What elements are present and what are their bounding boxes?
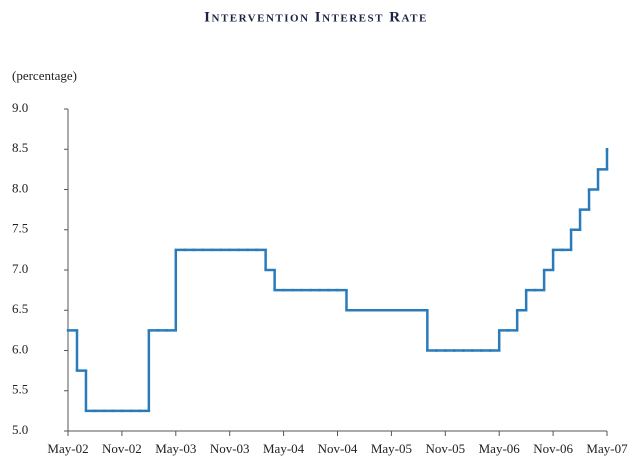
y-tick-label: 9.0 — [12, 100, 28, 115]
x-tick-label: May-05 — [371, 441, 412, 456]
y-tick-label: 7.5 — [12, 221, 28, 236]
y-tick-label: 8.0 — [12, 180, 28, 195]
y-tick-label: 6.5 — [12, 301, 28, 316]
x-tick-label: Nov-06 — [533, 441, 573, 456]
x-tick-label: Nov-04 — [318, 441, 358, 456]
y-tick-label: 7.0 — [12, 261, 28, 276]
x-tick-label: May-04 — [263, 441, 305, 456]
chart-title: Intervention Interest Rate — [204, 9, 428, 25]
y-tick-label: 5.0 — [12, 422, 28, 437]
y-tick-label: 5.5 — [12, 382, 28, 397]
y-tick-label: 8.5 — [12, 140, 28, 155]
x-tick-label: Nov-02 — [102, 441, 142, 456]
x-tick-label: May-02 — [47, 441, 88, 456]
x-tick-label: Nov-05 — [425, 441, 465, 456]
y-axis-label: (percentage) — [12, 68, 77, 83]
x-tick-label: Nov-03 — [210, 441, 250, 456]
x-tick-label: May-06 — [479, 441, 521, 456]
x-tick-label: May-03 — [155, 441, 196, 456]
x-tick-label: May-07 — [586, 441, 628, 456]
y-tick-label: 6.0 — [12, 341, 28, 356]
